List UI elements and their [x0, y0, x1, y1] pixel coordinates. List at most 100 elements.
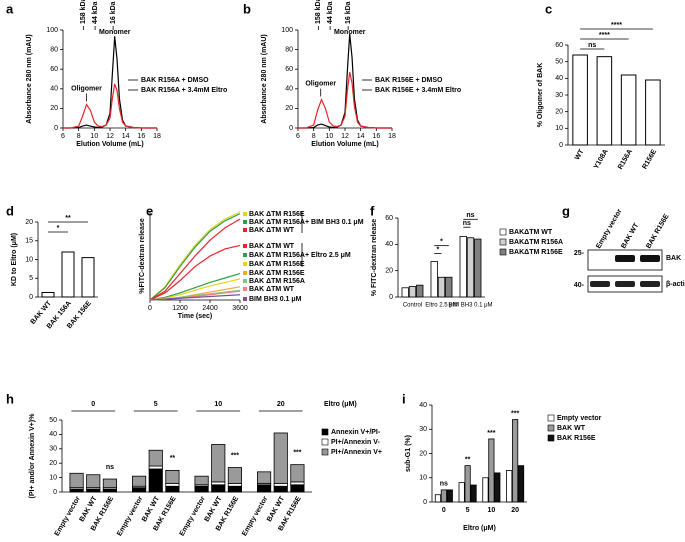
series-line: [149, 278, 241, 301]
bar-segment: [148, 449, 163, 467]
group-label: 0: [91, 401, 95, 408]
y-tick-label: 20: [49, 460, 57, 467]
series-line: [149, 244, 241, 301]
bar-segment: [227, 467, 242, 484]
x-tick-label: 1200: [172, 305, 188, 312]
bar: [458, 482, 465, 503]
sig-label: **: [170, 455, 176, 462]
legend-label: BAK R156A + 3.4mM Eltro: [141, 87, 227, 94]
bar-segment: [273, 485, 288, 493]
bar-segment: [211, 481, 226, 486]
legend-label: BAKΔTM R156A: [509, 239, 563, 246]
y-tick-label: 50: [49, 417, 57, 424]
label-swatch: [243, 228, 247, 232]
label-swatch: [243, 271, 247, 275]
bar-segment: [165, 469, 180, 484]
bar: [470, 484, 477, 503]
bar: [506, 470, 513, 503]
label-swatch: [243, 253, 247, 257]
y-tick-label: 0: [289, 125, 293, 132]
series-label: BAK ΔTM R156E: [249, 211, 305, 218]
legend-label: BAKΔTM R156E: [509, 249, 563, 256]
y-tick-label: 60: [385, 215, 393, 222]
panel-letter: g: [562, 203, 570, 218]
y-tick-label: 40: [49, 431, 57, 438]
series-line: [149, 273, 241, 301]
y-tick-label: 30: [419, 426, 427, 433]
panel-letter: e: [146, 203, 153, 218]
bar: [488, 438, 495, 503]
series-label: BAK ΔTM WT: [249, 243, 295, 250]
bar: [464, 465, 471, 503]
x-tick-label: Control: [403, 303, 422, 309]
sig-label: ***: [511, 410, 519, 417]
annotation: Oligomer: [71, 85, 102, 92]
lane-label: BAK WT: [620, 222, 640, 250]
y-tick-label: 10: [555, 125, 563, 132]
y-axis-label: Absorbance 280 nm (mAU): [26, 34, 33, 123]
label-swatch: [243, 279, 247, 283]
bar-segment: [257, 484, 272, 493]
bar: [401, 287, 409, 298]
bar-segment: [86, 488, 101, 493]
bar-segment: [148, 465, 163, 470]
y-tick-label: 20: [285, 105, 293, 112]
legend-swatch: [499, 238, 507, 246]
y-tick-label: 5: [29, 275, 33, 282]
bar-segment: [290, 464, 305, 483]
group-label: 10: [214, 401, 222, 408]
x-tick-label: 16: [372, 133, 380, 140]
y-axis-label: % FITC-dextran release: [371, 219, 378, 297]
y-tick-label: 10: [25, 256, 33, 263]
x-tick-label: 8: [312, 133, 316, 140]
y-tick-label: 80: [50, 46, 58, 53]
mw-label: 44 kDa: [327, 1, 334, 24]
legend-swatch: [499, 228, 507, 236]
x-tick-label: 10: [487, 507, 495, 514]
mw-label: 158 kDa: [80, 0, 87, 24]
x-tick-label: BIM BH3 0.1 μM: [448, 303, 492, 309]
y-tick-label: 40: [385, 241, 393, 248]
y-tick-label: 0: [389, 294, 393, 301]
sig-label: ***: [487, 430, 495, 437]
y-axis-label: %FITC-dextran release: [139, 218, 146, 294]
y-tick-label: 0: [54, 125, 58, 132]
annotation: Monomer: [99, 29, 131, 36]
series-label: BIM BH3 0.1 μM: [249, 296, 302, 303]
sig-label: *: [437, 246, 440, 253]
bar: [494, 472, 501, 503]
marker-label: 25-: [574, 250, 585, 257]
y-tick-label: 0: [53, 489, 57, 496]
bar: [434, 494, 442, 503]
bar: [440, 489, 447, 503]
sig-label: **: [465, 456, 471, 463]
bar: [408, 286, 417, 298]
bar-segment: [211, 484, 226, 493]
y-tick-label: 10: [49, 474, 57, 481]
legend-label: BAKΔTM WT: [509, 229, 553, 236]
y-tick-label: 0: [29, 294, 33, 301]
legend-swatch: [547, 434, 555, 442]
series-line: [63, 83, 157, 129]
bar: [416, 284, 424, 298]
series-line: [149, 218, 241, 301]
bar-segment: [165, 482, 180, 487]
x-tick-label: 8: [77, 133, 81, 140]
bar-segment: [165, 485, 180, 493]
x-tick-label: 16: [137, 133, 145, 140]
bar-segment: [290, 481, 305, 486]
legend-label: BAK WT: [557, 425, 586, 432]
y-tick-label: 80: [285, 46, 293, 53]
bar: [437, 276, 446, 298]
bar-segment: [102, 478, 117, 489]
x-tick-label: 10: [325, 133, 333, 140]
series-label: BAK ΔTM R156A: [249, 219, 305, 226]
band-label: β-actin: [666, 281, 685, 288]
series-label: BAK ΔTM WT: [249, 286, 295, 293]
panel-letter: a: [6, 1, 14, 16]
legend-swatch: [499, 248, 507, 256]
marker-label: 40-: [574, 282, 585, 289]
mw-label: 158 kDa: [315, 0, 322, 24]
bar-segment: [273, 432, 288, 484]
bar-segment: [102, 488, 117, 493]
